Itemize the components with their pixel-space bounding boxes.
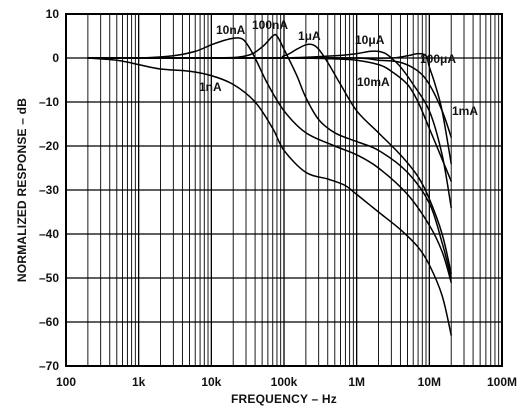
grid [65, 13, 502, 367]
y-tick-label: –30 [39, 183, 59, 197]
y-tick-label: –60 [39, 315, 59, 329]
x-tick-label: 1k [132, 375, 146, 389]
series-line-1μA [87, 43, 452, 275]
x-tick-label: 100M [487, 375, 517, 389]
x-tick-label: 100 [56, 375, 76, 389]
x-axis-title: FREQUENCY – Hz [231, 392, 337, 406]
x-tick-label: 10k [201, 375, 221, 389]
x-tick-label: 100k [271, 375, 298, 389]
series-labels: 10nA 100nA 1μA 10μA 100μA 1nA 10mA 1mA [199, 18, 478, 118]
y-tick-label: 10 [46, 7, 60, 21]
series-label-100uA: 100μA [420, 52, 456, 66]
y-tick-labels: 10 0 –10 –20 –30 –40 –50 –60 –70 [39, 7, 59, 373]
series-label-1mA: 1mA [452, 104, 478, 118]
series-label-1uA: 1μA [298, 29, 321, 43]
x-tick-labels: 100 1k 10k 100k 1M 10M 100M [56, 375, 517, 389]
series-line-10nA [87, 37, 452, 284]
y-tick-label: –50 [39, 271, 59, 285]
x-tick-label: 1M [348, 375, 365, 389]
y-tick-label: –40 [39, 227, 59, 241]
y-tick-label: 0 [52, 51, 59, 65]
series-label-10nA: 10nA [216, 23, 246, 37]
series-line-100μA [87, 52, 452, 165]
series-label-100nA: 100nA [252, 18, 288, 32]
series-line-100nA [87, 33, 452, 279]
series-label-10uA: 10μA [355, 33, 385, 47]
y-axis-title: NORMALIZED RESPONSE – dB [15, 98, 29, 282]
y-tick-label: –10 [39, 95, 59, 109]
series-label-1nA: 1nA [199, 80, 222, 94]
y-tick-label: –20 [39, 139, 59, 153]
y-tick-label: –70 [39, 359, 59, 373]
series-line-1mA [87, 57, 452, 138]
series-line-1nA [87, 57, 452, 336]
series-label-10mA: 10mA [357, 75, 390, 89]
x-tick-label: 10M [418, 375, 441, 389]
plot-frame [65, 13, 503, 367]
response-curves [87, 33, 452, 336]
